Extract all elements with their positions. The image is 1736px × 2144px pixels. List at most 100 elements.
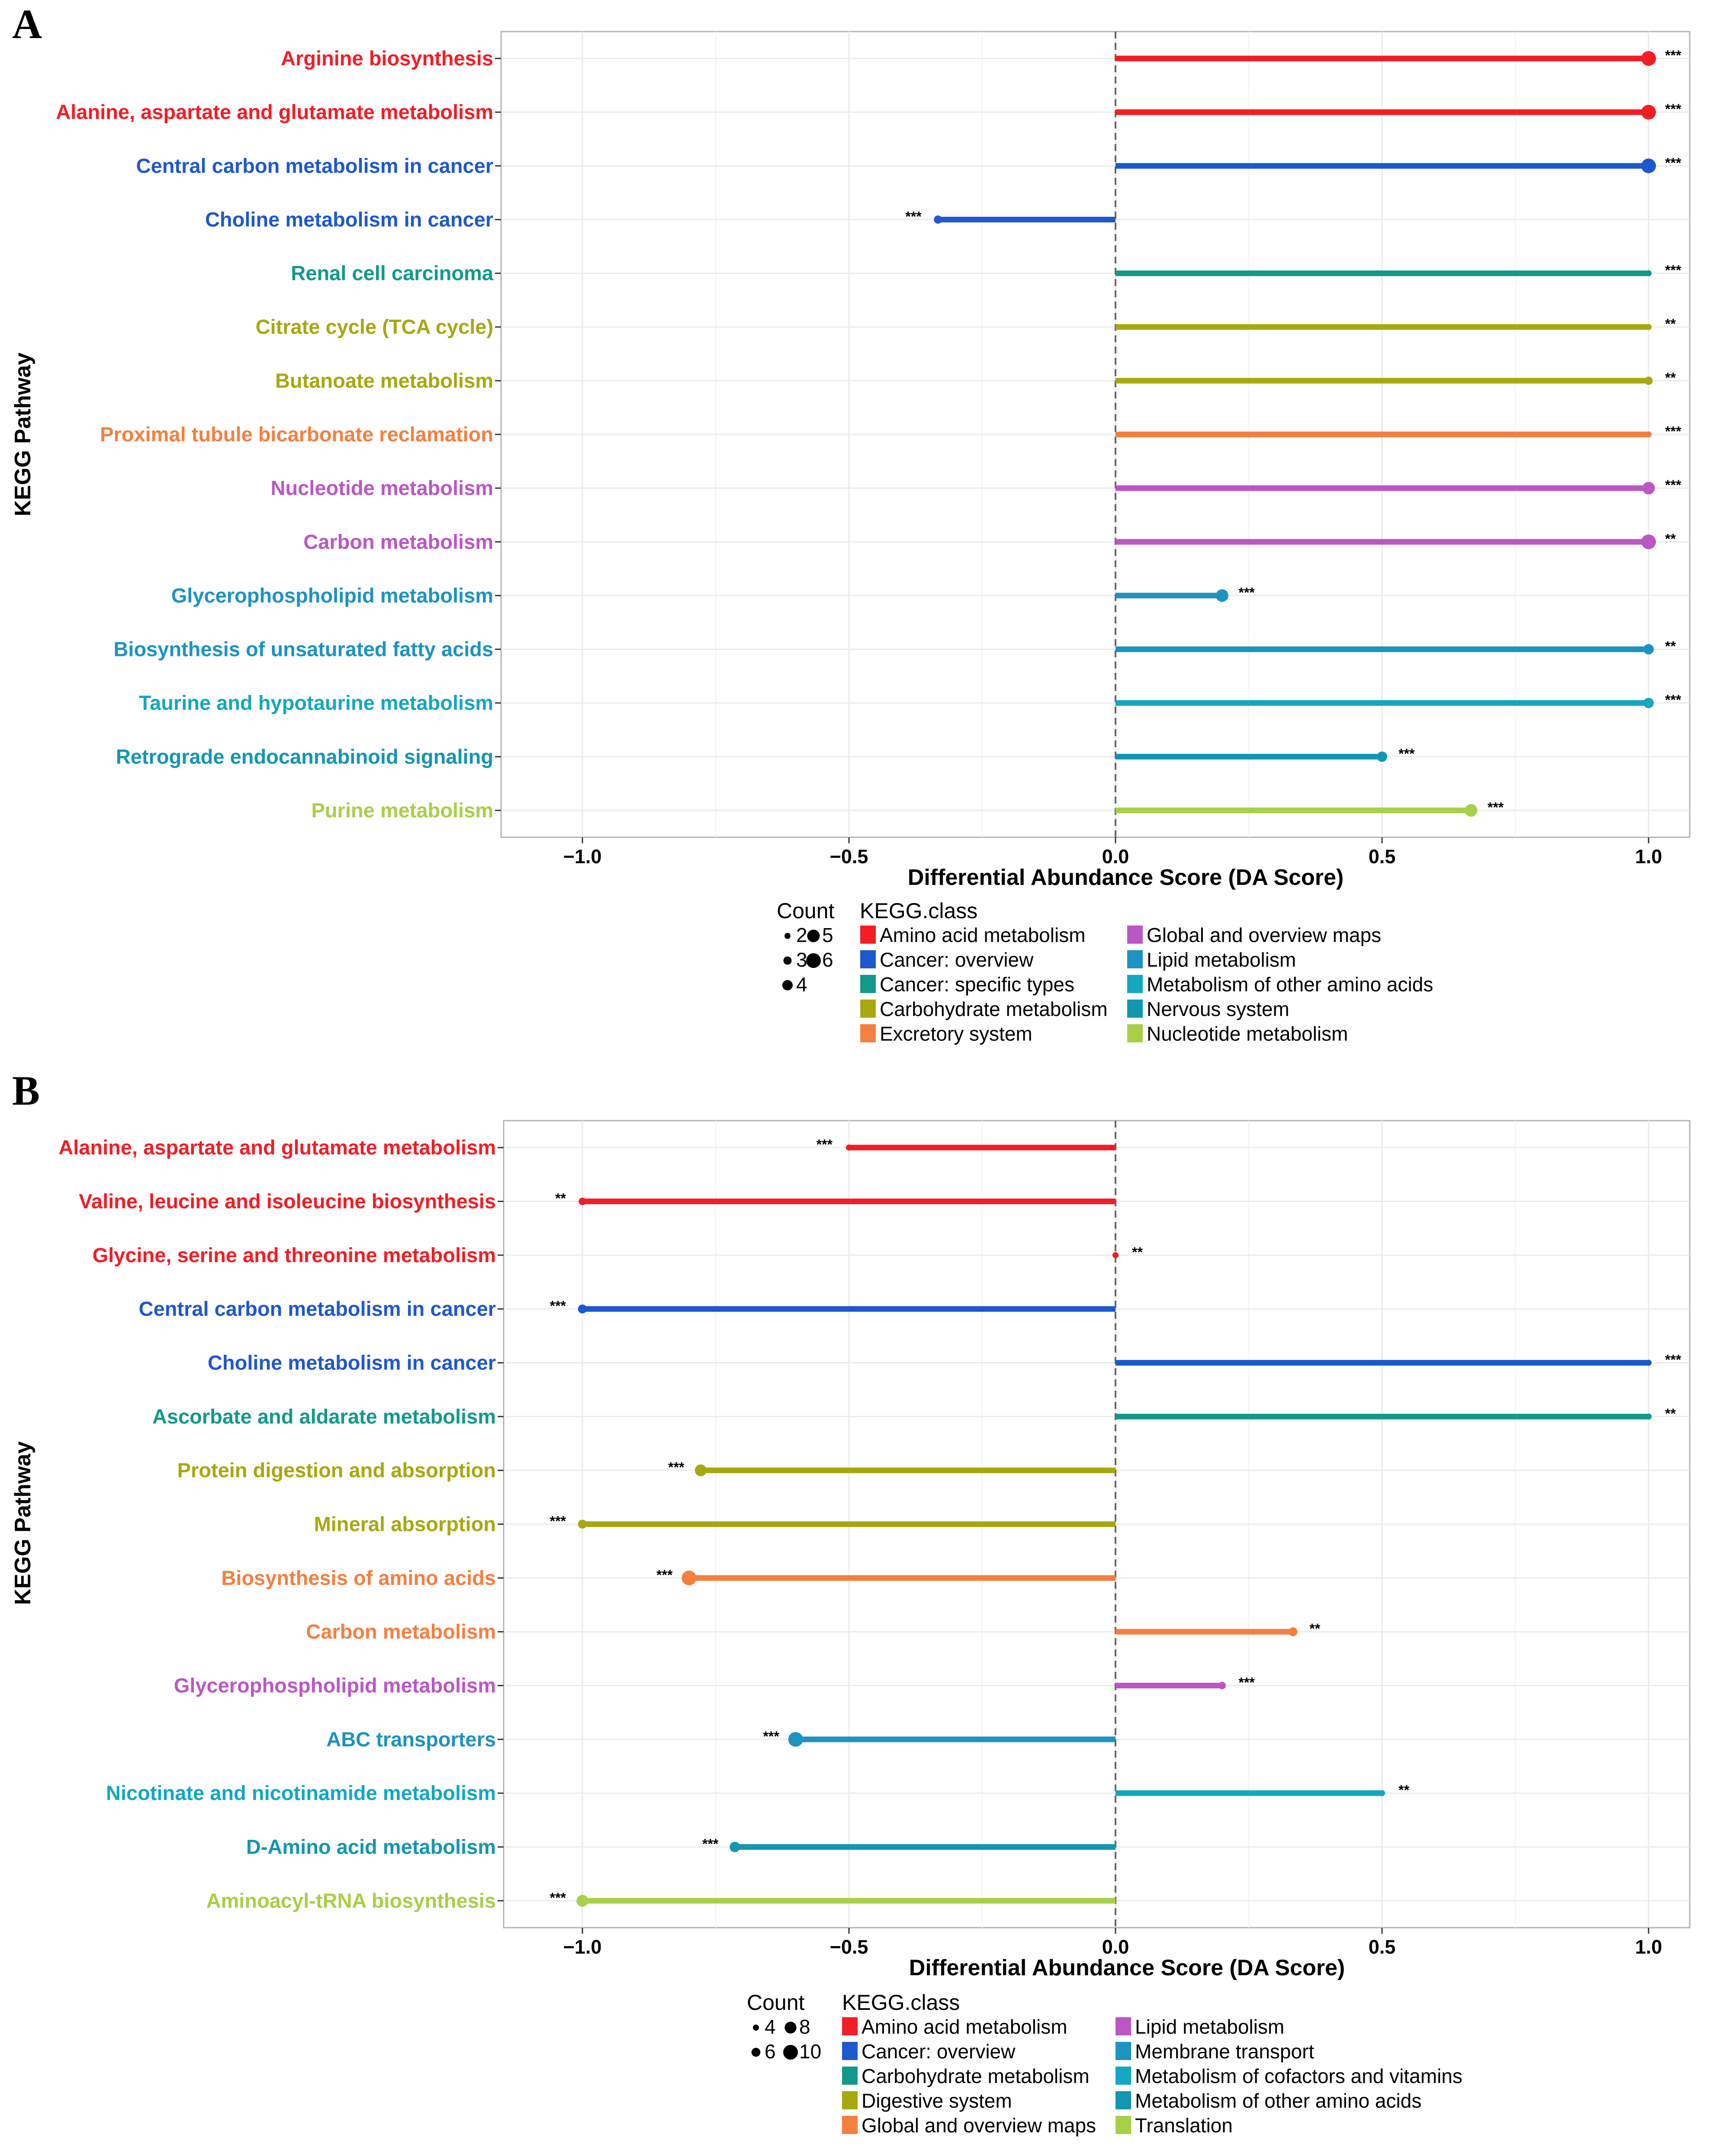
legend-class-label: Cancer: overview (862, 2040, 1016, 2063)
lollipop-point (1377, 751, 1387, 762)
y-tick-label: Central carbon metabolism in cancer (139, 1297, 496, 1320)
significance-label: ** (1665, 370, 1676, 386)
significance-label: *** (550, 1890, 566, 1906)
significance-label: ** (1398, 1782, 1409, 1798)
y-tick-label: Choline metabolism in cancer (205, 208, 493, 231)
significance-label: *** (1238, 1675, 1255, 1691)
significance-label: *** (1665, 263, 1681, 278)
y-tick-label: Purine metabolism (312, 799, 494, 822)
lollipop-point (934, 215, 942, 224)
x-axis-title: Differential Abundance Score (DA Score) (908, 865, 1344, 890)
legend-class-label: Digestive system (862, 2089, 1012, 2112)
lollipop-point (682, 1570, 697, 1585)
legend-class-label: Metabolism of cofactors and vitamins (1135, 2065, 1463, 2087)
legend-class-swatch (1127, 926, 1143, 944)
lollipop-point (1646, 324, 1652, 330)
y-tick-label: Nucleotide metabolism (271, 476, 494, 499)
legend-class-title: KEGG.class (842, 1990, 960, 2015)
legend-class-label: Excretory system (880, 1022, 1032, 1045)
significance-label: *** (1665, 155, 1681, 170)
legend-class-swatch (1127, 1000, 1143, 1018)
panel-letter: B (12, 1067, 40, 1114)
significance-label: *** (1665, 101, 1681, 117)
y-tick-label: Proximal tubule bicarbonate reclamation (100, 423, 493, 446)
legend-count-label: 2 (796, 924, 807, 946)
legend-class-label: Membrane transport (1135, 2040, 1314, 2063)
significance-label: ** (1665, 1406, 1676, 1421)
legend-class-swatch (860, 975, 876, 993)
y-tick-label: Protein digestion and absorption (177, 1459, 496, 1482)
significance-label: ** (1132, 1244, 1143, 1260)
y-axis-title: KEGG Pathway (10, 353, 35, 517)
y-tick-label: Ascorbate and aldarate metabolism (152, 1405, 496, 1428)
legend-count-swatch (784, 933, 791, 939)
x-tick-label: −0.5 (830, 1936, 868, 1958)
significance-label: *** (1665, 48, 1681, 63)
lollipop-point (694, 1464, 707, 1476)
lollipop-point (730, 1842, 740, 1852)
panel-letter: A (12, 1, 42, 47)
legend-count-label: 10 (799, 2040, 821, 2063)
legend-class-label: Lipid metabolism (1135, 2015, 1284, 2038)
y-tick-label: Retrograde endocannabinoid signaling (116, 745, 493, 768)
y-tick-label: ABC transporters (326, 1728, 496, 1751)
lollipop-point (1641, 105, 1656, 120)
x-tick-label: 0.5 (1369, 845, 1396, 868)
y-tick-label: Glycerophospholipid metabolism (171, 584, 493, 607)
legend-class-swatch (1116, 2017, 1131, 2035)
legend-class-swatch (860, 926, 876, 944)
y-tick-label: Arginine biosynthesis (281, 47, 493, 70)
legend-class-label: Carbohydrate metabolism (862, 2065, 1090, 2087)
lollipop-point (1646, 1360, 1652, 1366)
lollipop-point (1643, 698, 1654, 708)
y-tick-label: Glycerophospholipid metabolism (174, 1674, 496, 1697)
lollipop-point (1641, 534, 1656, 550)
legend-class-label: Carbohydrate metabolism (880, 998, 1108, 1020)
legend-class-swatch (860, 950, 876, 968)
significance-label: *** (668, 1459, 685, 1475)
legend-class-swatch (1127, 975, 1143, 993)
legend-class-label: Metabolism of other amino acids (1147, 973, 1433, 996)
significance-label: ** (1665, 531, 1676, 546)
legend-class-label: Amino acid metabolism (862, 2015, 1067, 2038)
lollipop-point (576, 1895, 588, 1907)
legend-class-label: Cancer: specific types (880, 973, 1074, 996)
legend-class-label: Translation (1135, 2114, 1233, 2137)
x-axis-title: Differential Abundance Score (DA Score) (909, 1955, 1345, 1980)
lollipop-point (579, 1197, 586, 1205)
chart-panel-b: B Alanine, aspartate and glutamate metabo… (10, 1067, 1691, 2137)
legend-count-swatch (753, 2025, 759, 2031)
significance-label: *** (1665, 1352, 1681, 1368)
x-tick-label: 0.0 (1102, 1936, 1129, 1958)
y-tick-label: Renal cell carcinoma (291, 262, 493, 285)
legend-class-swatch (842, 2042, 858, 2060)
lollipop-point (846, 1144, 852, 1151)
y-tick-label: Choline metabolism in cancer (208, 1351, 496, 1374)
legend-class-label: Nucleotide metabolism (1147, 1022, 1348, 1045)
legend-count-label: 5 (822, 924, 833, 946)
legend-class-label: Amino acid metabolism (880, 924, 1086, 946)
lollipop-point (1215, 589, 1228, 602)
y-axis-title: KEGG Pathway (10, 1441, 35, 1605)
significance-label: *** (1665, 477, 1681, 493)
significance-label: *** (702, 1836, 719, 1852)
significance-label: ** (1665, 316, 1676, 332)
y-tick-label: Taurine and hypotaurine metabolism (139, 691, 493, 714)
x-tick-label: −1.0 (563, 845, 602, 868)
y-tick-label: Central carbon metabolism in cancer (136, 154, 493, 177)
legend-class-swatch (1127, 950, 1143, 968)
y-tick-label: Nicotinate and nicotinamide metabolism (106, 1781, 496, 1804)
significance-label: *** (1488, 800, 1504, 815)
significance-label: ** (1309, 1621, 1320, 1636)
x-tick-label: 1.0 (1635, 1936, 1662, 1958)
y-tick-label: Citrate cycle (TCA cycle) (256, 315, 493, 338)
legend-count-swatch (783, 956, 792, 965)
legend-count-title: Count (777, 899, 835, 923)
lollipop-point (1288, 1627, 1298, 1636)
y-tick-label: D-Amino acid metabolism (246, 1835, 496, 1858)
legend-class-swatch (1127, 1024, 1143, 1042)
significance-label: *** (550, 1514, 566, 1529)
lollipop-point (1646, 431, 1652, 437)
legend-class-label: Global and overview maps (862, 2114, 1096, 2137)
